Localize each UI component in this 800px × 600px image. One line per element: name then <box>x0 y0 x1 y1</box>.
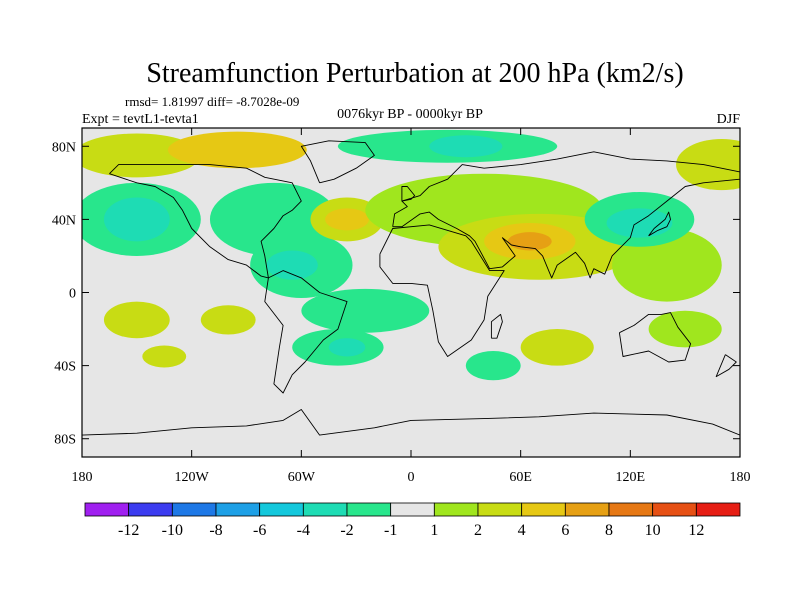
colorbar-swatch <box>521 502 566 517</box>
colorbar-label: 12 <box>688 522 704 539</box>
anomaly-india-peak-positive <box>507 232 552 251</box>
colorbar-swatch <box>564 502 610 517</box>
coastline-layer <box>82 140 740 436</box>
colorbar-swatch <box>433 502 479 517</box>
coastline-new-zealand <box>715 354 737 378</box>
colorbar: -12 -10 -8 -6 -4 -2 -1 1 2 4 6 8 10 12 <box>84 502 741 539</box>
colorbar-label: 2 <box>474 522 482 539</box>
x-tick-label: 0 <box>408 470 415 485</box>
anomaly-northeast-pacific-core <box>103 197 170 242</box>
axes: 180 120W 60W 0 60E 120E 180 80N 40N 0 40S 80S <box>52 128 751 485</box>
colorbar-swatch <box>695 502 741 517</box>
anomaly-south-africa-negative <box>465 350 521 381</box>
period-label: 0076kyr BP - 0000kyr BP <box>337 107 483 122</box>
x-tick-label: 180 <box>730 470 751 485</box>
colorbar-swatch <box>477 502 523 517</box>
anomaly-east-pacific-positive <box>676 138 740 191</box>
anomaly-east-asia-core <box>606 208 673 238</box>
colorbar-label: -4 <box>297 522 310 539</box>
colorbar-label: -8 <box>209 522 222 539</box>
colorbar-label: -10 <box>162 522 183 539</box>
x-tick-label: 120E <box>616 470 646 485</box>
coastline-antarctica <box>82 409 740 436</box>
colorbar-label: 4 <box>518 522 526 539</box>
anomaly-west-pacific-positive <box>612 228 722 302</box>
colorbar-swatch <box>84 502 130 517</box>
chart-title: Streamfunction Perturbation at 200 hPa (… <box>146 58 683 89</box>
y-tick-label: 80N <box>52 140 76 155</box>
anomaly-layer <box>82 129 740 381</box>
colorbar-swatch <box>302 502 348 517</box>
anomaly-south-pacific-east-positive <box>200 305 256 335</box>
y-tick-label: 40S <box>54 360 76 375</box>
y-tick-label: 0 <box>69 287 76 302</box>
anomaly-australia-positive <box>648 310 722 348</box>
colorbar-swatch <box>608 502 654 517</box>
colorbar-swatch <box>171 502 217 517</box>
coastline-north-america <box>109 164 302 279</box>
colorbar-label: -6 <box>253 522 266 539</box>
anomaly-south-indian-positive <box>520 329 594 366</box>
anomaly-south-pacific-positive <box>103 301 170 339</box>
anomaly-south-pacific-south-positive <box>142 345 187 368</box>
colorbar-label: -1 <box>384 522 397 539</box>
colorbar-label: -12 <box>118 522 139 539</box>
colorbar-swatch <box>128 502 173 517</box>
colorbar-swatch <box>215 502 261 517</box>
x-tick-label: 120W <box>175 470 210 485</box>
y-tick-label: 80S <box>54 433 76 448</box>
anomaly-arctic-core-negative <box>429 135 503 158</box>
colorbar-swatch <box>346 502 392 517</box>
experiment-label: Expt = tevtL1-tevta1 <box>82 112 199 127</box>
colorbar-label: 1 <box>430 522 438 539</box>
y-tick-label: 40N <box>52 213 76 228</box>
colorbar-swatch <box>652 502 697 517</box>
map-plot-area <box>82 128 740 457</box>
coastline-australia <box>618 312 692 363</box>
colorbar-label: 8 <box>605 522 613 539</box>
season-label: DJF <box>717 112 741 127</box>
x-tick-label: 180 <box>72 470 93 485</box>
coastline-europe-asia <box>392 151 740 279</box>
anomaly-mid-atlantic-core <box>325 208 369 231</box>
coastline-south-america <box>264 270 348 394</box>
colorbar-label: -2 <box>340 522 353 539</box>
coastline-madagascar <box>490 313 503 339</box>
anomaly-south-atlantic-core <box>328 338 366 357</box>
colorbar-swatch <box>259 502 304 517</box>
coastline-africa <box>379 224 505 357</box>
anomaly-equatorial-atlantic-negative <box>301 288 430 333</box>
coastline-british-isles <box>401 186 416 202</box>
coastline-japan <box>648 211 671 237</box>
anomaly-arctic-atlantic-positive <box>82 133 201 178</box>
anomaly-greenland-positive <box>167 131 307 169</box>
x-tick-label: 60W <box>288 470 316 485</box>
colorbar-swatch <box>390 502 435 517</box>
colorbar-label: 10 <box>645 522 661 539</box>
x-tick-label: 60E <box>509 470 532 485</box>
colorbar-label: 6 <box>561 522 569 539</box>
stats-line: rmsd= 1.81997 diff= -8.7028e-09 <box>125 94 299 109</box>
coastline-greenland <box>300 140 375 184</box>
